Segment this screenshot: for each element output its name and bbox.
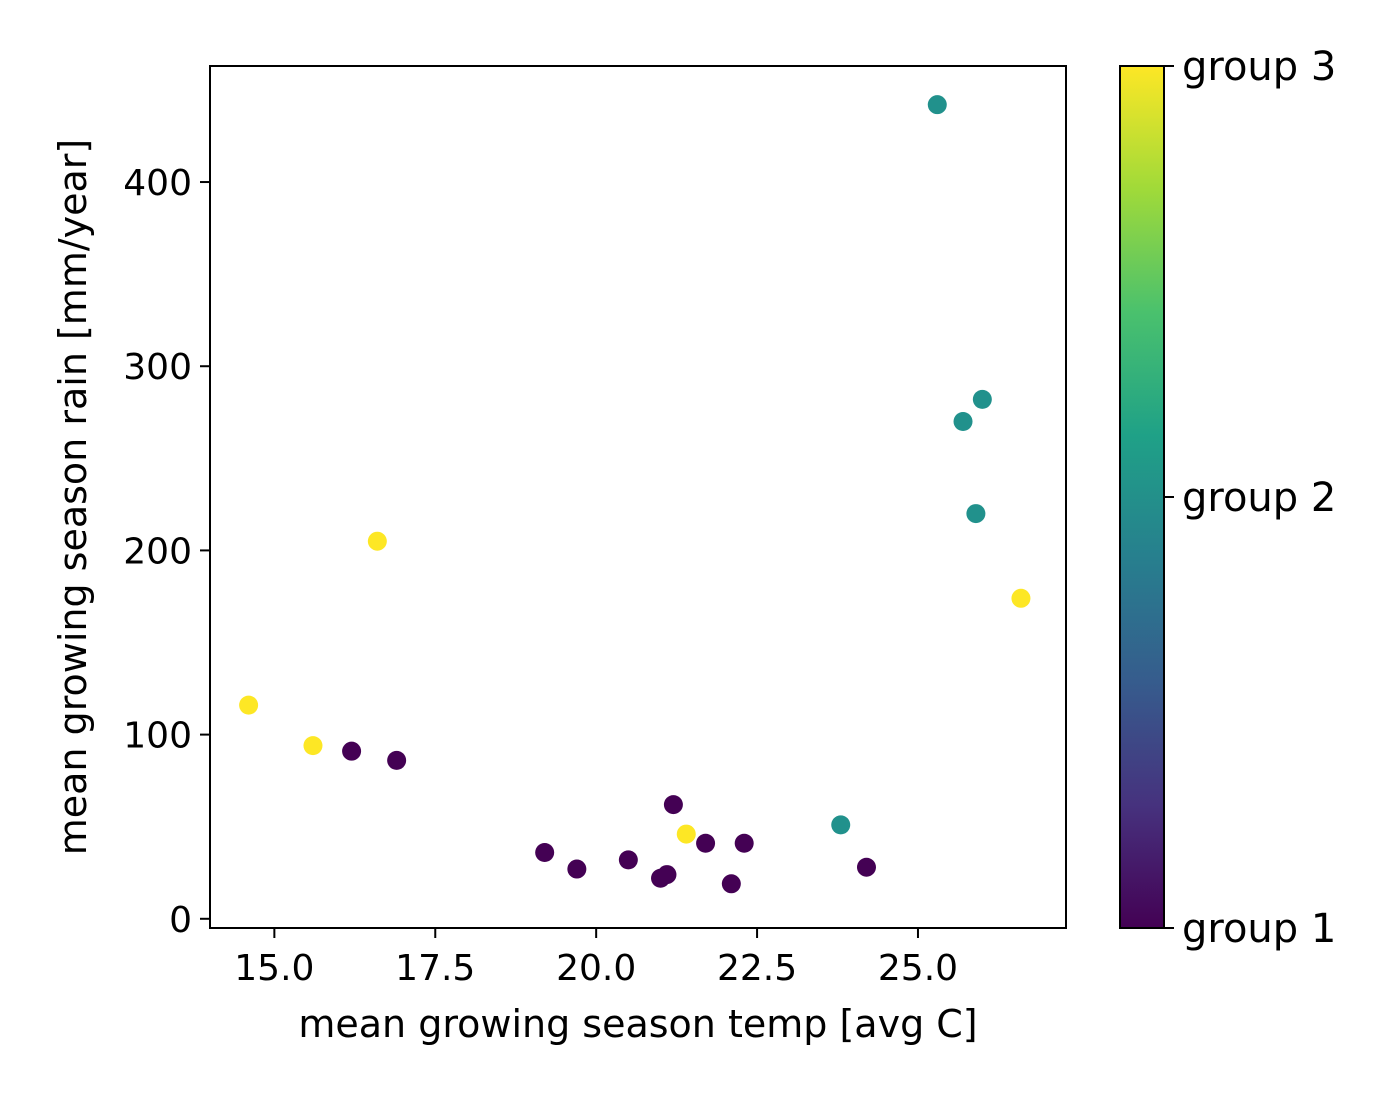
data-point-22 [972, 389, 992, 409]
data-point-16 [734, 833, 754, 853]
x-tick-label: 17.5 [395, 948, 475, 989]
data-point-4 [676, 824, 696, 844]
colorbar-label-group-2: group 2 [1182, 475, 1336, 521]
y-tick-label: 400 [123, 163, 192, 204]
data-point-6 [342, 741, 362, 761]
x-tick-label: 15.0 [234, 948, 314, 989]
x-axis-label: mean growing season temp [avg C] [298, 1002, 977, 1046]
colorbar [1119, 65, 1165, 929]
y-tick-label: 100 [123, 716, 192, 757]
data-point-5 [1011, 588, 1031, 608]
data-point-19 [927, 95, 947, 115]
data-point-7 [387, 750, 407, 770]
data-point-3 [367, 531, 387, 551]
x-tick-label: 22.5 [717, 948, 797, 989]
data-point-15 [721, 874, 741, 894]
data-point-21 [966, 504, 986, 524]
x-tick-label: 20.0 [556, 948, 636, 989]
data-point-9 [567, 859, 587, 879]
y-tick-label: 300 [123, 347, 192, 388]
y-axis-ticks: 0 100 200 300 400 [123, 163, 210, 941]
colorbar-ticks: group 1 group 2 group 3 [1164, 44, 1336, 952]
data-point-12 [657, 865, 677, 885]
y-tick-label: 0 [169, 900, 192, 941]
data-point-18 [831, 815, 851, 835]
data-point-8 [535, 842, 555, 862]
data-point-13 [663, 795, 683, 815]
y-axis-label: mean growing season rain [mm/year] [51, 139, 95, 856]
colorbar-label-group-3: group 3 [1182, 44, 1336, 90]
colorbar-label-group-1: group 1 [1182, 906, 1336, 952]
data-point-14 [696, 833, 716, 853]
x-tick-label: 25.0 [878, 948, 958, 989]
y-tick-label: 200 [123, 531, 192, 572]
data-point-2 [303, 736, 323, 756]
data-point-17 [856, 857, 876, 877]
data-points [239, 95, 1031, 894]
data-point-10 [618, 850, 638, 870]
plot-area [209, 65, 1067, 929]
data-point-20 [953, 411, 973, 431]
data-point-1 [239, 695, 259, 715]
x-axis-ticks: 15.0 17.5 20.0 22.5 25.0 [234, 928, 958, 989]
